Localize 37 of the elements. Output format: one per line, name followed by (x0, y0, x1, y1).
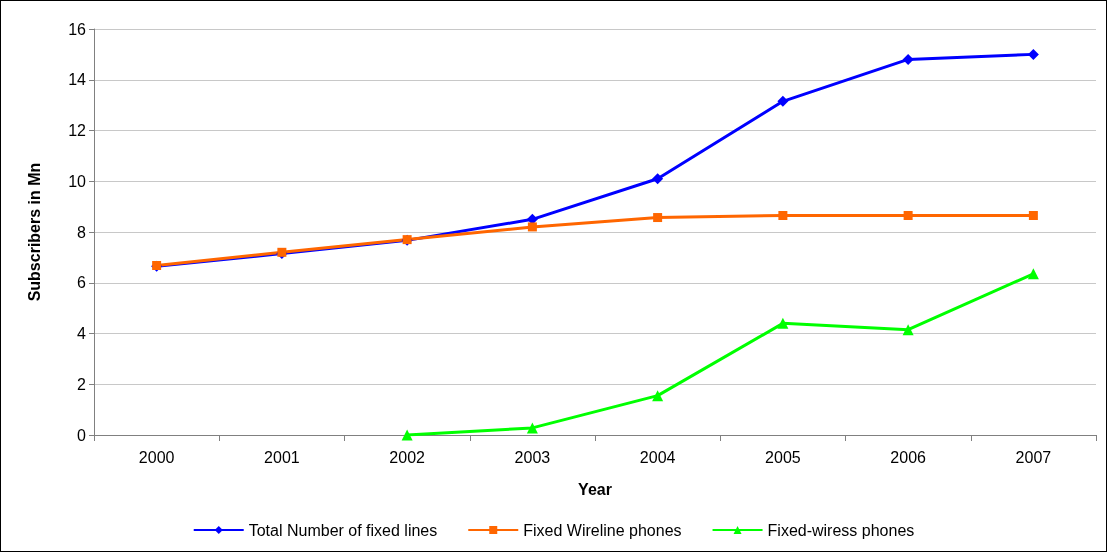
point (401, 429, 413, 441)
x-tick-label: 2001 (264, 448, 300, 466)
x-tick-label: 2000 (138, 448, 175, 466)
y-tick-label: 4 (77, 325, 87, 342)
point (902, 53, 914, 65)
y-axis-title: Subscribers in Mn (25, 162, 43, 302)
point (1027, 48, 1039, 60)
point (527, 222, 537, 232)
x-tick-label: 2007 (1015, 448, 1052, 466)
x-tick-label: 2005 (765, 448, 801, 466)
x-tick-label: 2004 (639, 448, 676, 466)
legend-label: Fixed Wireline phones (523, 521, 682, 539)
y-tick-label: 2 (77, 375, 87, 393)
x-tick-label: 2006 (890, 448, 927, 466)
legend-label: Fixed-wiress phones (767, 521, 915, 539)
point (902, 324, 914, 336)
point (1028, 211, 1038, 221)
y-tick-label: 16 (68, 20, 87, 38)
x-tick-label: 2002 (389, 448, 426, 466)
y-tick-label: 8 (77, 223, 87, 241)
point (777, 317, 789, 329)
y-tick-label: 10 (68, 172, 87, 190)
point (1027, 268, 1039, 280)
legend-label: Total Number of fixed lines (248, 521, 438, 539)
y-tick-label: 12 (68, 122, 87, 139)
x-tick-label: 2003 (514, 448, 551, 466)
y-tick-label: 0 (77, 426, 87, 444)
y-tick-label: 14 (68, 71, 87, 89)
point (777, 95, 789, 107)
point (652, 390, 664, 402)
x-axis-title: Year (578, 480, 612, 498)
point (652, 173, 664, 185)
point (526, 422, 538, 434)
y-tick-label: 6 (77, 274, 87, 292)
point (653, 213, 663, 223)
point (778, 211, 788, 221)
point (903, 211, 913, 221)
